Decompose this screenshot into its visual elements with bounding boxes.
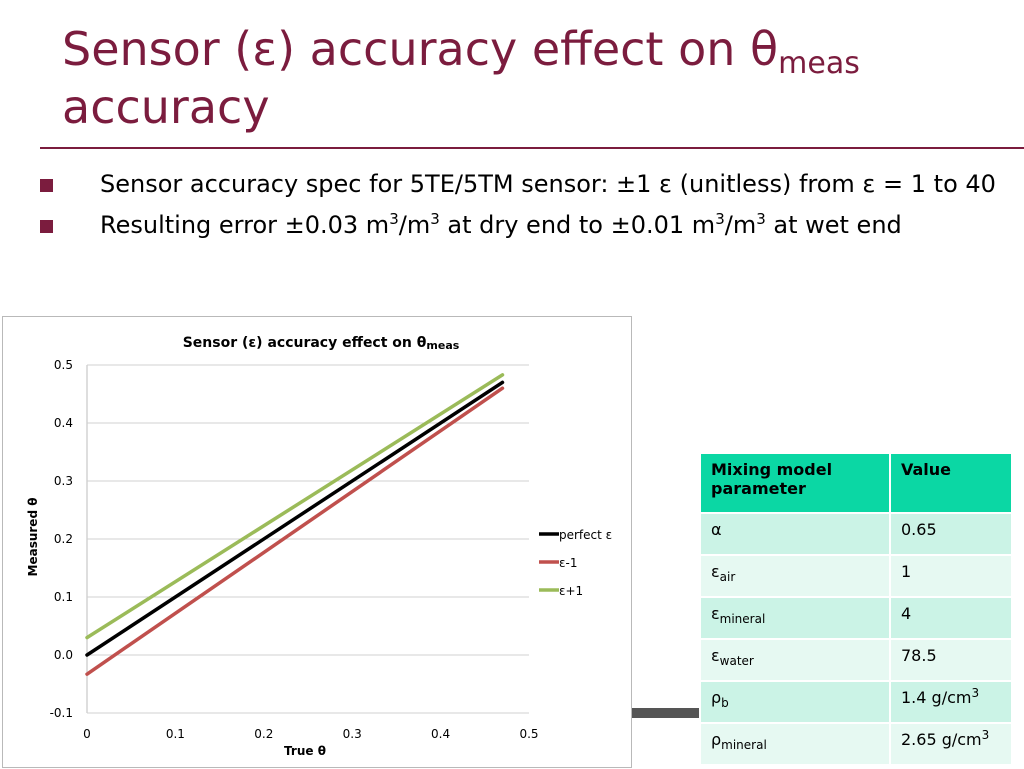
bullet-item: Resulting error ±0.03 m3/m3 at dry end t… bbox=[40, 209, 1000, 242]
table-row: εmineral 4 bbox=[699, 596, 1013, 640]
x-tick-label: 0.4 bbox=[431, 727, 450, 741]
x-axis-label: True θ bbox=[284, 744, 326, 758]
param-cell: ρmineral bbox=[699, 722, 891, 766]
x-tick-label: 0.5 bbox=[519, 727, 538, 741]
value-cell: 78.5 bbox=[889, 638, 1013, 682]
table-header-cell: Value bbox=[889, 452, 1013, 514]
mixing-model-table: Mixing model parameter Value α 0.65 εair… bbox=[699, 452, 1013, 766]
square-bullet-icon bbox=[40, 220, 53, 233]
param-cell: ρb bbox=[699, 680, 891, 724]
y-tick-label: 0.1 bbox=[54, 590, 73, 604]
chart-legend: perfect ε ε-1 ε+1 bbox=[539, 528, 612, 598]
title-divider bbox=[40, 147, 1024, 149]
legend-label: perfect ε bbox=[559, 528, 612, 542]
chart-grid bbox=[86, 364, 529, 714]
table-row: ρmineral 2.65 g/cm3 bbox=[699, 722, 1013, 766]
table-header-row: Mixing model parameter Value bbox=[699, 452, 1013, 514]
y-tick-label: 0.5 bbox=[54, 358, 73, 372]
param-cell: εmineral bbox=[699, 596, 891, 640]
value-cell: 1 bbox=[889, 554, 1013, 598]
y-axis-label: Measured θ bbox=[26, 498, 40, 577]
x-tick-label: 0.2 bbox=[254, 727, 273, 741]
y-axis-ticks: -0.1 0.0 0.1 0.2 0.3 0.4 0.5 bbox=[50, 358, 73, 720]
param-cell: εair bbox=[699, 554, 891, 598]
y-tick-label: 0.4 bbox=[54, 416, 73, 430]
bullet-text: Resulting error ±0.03 m3/m3 at dry end t… bbox=[100, 210, 902, 239]
series-line bbox=[85, 386, 505, 676]
value-cell: 0.65 bbox=[889, 512, 1013, 556]
value-cell: 1.4 g/cm3 bbox=[889, 680, 1013, 724]
x-tick-label: 0.1 bbox=[166, 727, 185, 741]
chart-title: Sensor (ε) accuracy effect on θmeas bbox=[183, 335, 460, 352]
legend-label: ε-1 bbox=[559, 556, 577, 570]
y-tick-label: 0.2 bbox=[54, 532, 73, 546]
x-axis-ticks: 0 0.1 0.2 0.3 0.4 0.5 bbox=[83, 727, 538, 741]
slide-title-line2: accuracy bbox=[62, 80, 270, 134]
bullet-list: Sensor accuracy spec for 5TE/5TM sensor:… bbox=[40, 168, 1000, 250]
value-cell: 2.65 g/cm3 bbox=[889, 722, 1013, 766]
slide-title-main: Sensor (ε) accuracy effect on θ bbox=[62, 22, 779, 76]
bullet-item: Sensor accuracy spec for 5TE/5TM sensor:… bbox=[40, 168, 1000, 201]
chart-container: Sensor (ε) accuracy effect on θmeas -0.1… bbox=[2, 316, 632, 768]
x-tick-label: 0 bbox=[83, 727, 91, 741]
table-row: εwater 78.5 bbox=[699, 638, 1013, 682]
legend-label: ε+1 bbox=[559, 584, 583, 598]
series-line bbox=[85, 373, 505, 640]
series-line bbox=[85, 380, 505, 657]
y-tick-label: -0.1 bbox=[50, 706, 73, 720]
y-tick-label: 0.0 bbox=[54, 648, 73, 662]
slide-title: Sensor (ε) accuracy effect on θmeas accu… bbox=[62, 20, 992, 136]
y-tick-label: 0.3 bbox=[54, 474, 73, 488]
x-tick-label: 0.3 bbox=[343, 727, 362, 741]
table-row: εair 1 bbox=[699, 554, 1013, 598]
chart-series bbox=[85, 373, 505, 676]
bullet-text: Sensor accuracy spec for 5TE/5TM sensor:… bbox=[100, 170, 996, 198]
decorative-bar bbox=[632, 708, 702, 718]
square-bullet-icon bbox=[40, 179, 53, 192]
param-cell: εwater bbox=[699, 638, 891, 682]
slide-title-sub: meas bbox=[778, 46, 860, 81]
param-cell: α bbox=[699, 512, 891, 556]
value-cell: 4 bbox=[889, 596, 1013, 640]
table-header-cell: Mixing model parameter bbox=[699, 452, 891, 514]
table-row: α 0.65 bbox=[699, 512, 1013, 556]
line-chart: Sensor (ε) accuracy effect on θmeas -0.1… bbox=[26, 335, 612, 758]
table-row: ρb 1.4 g/cm3 bbox=[699, 680, 1013, 724]
